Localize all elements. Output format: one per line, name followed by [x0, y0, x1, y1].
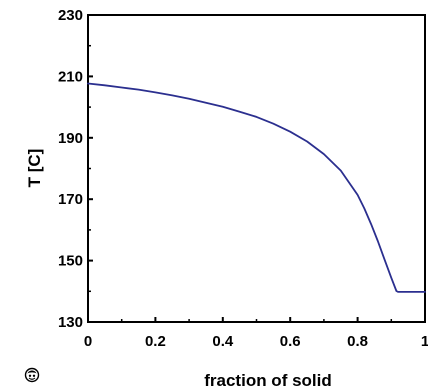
- y-tick-label: 170: [58, 191, 83, 208]
- seal-icon: [24, 367, 40, 383]
- plot-frame: [87, 14, 426, 323]
- x-tick-label: 0.2: [145, 333, 166, 350]
- x-axis: 0 0.2 0.4 0.6 0.8 1: [84, 317, 428, 350]
- x-tick-label: 0.8: [347, 333, 368, 350]
- x-tick-label: 0: [84, 333, 92, 350]
- y-axis-title: T [C]: [25, 149, 44, 188]
- plot-border: [87, 14, 426, 323]
- series-line: [87, 82, 426, 293]
- x-tick-label: 0.4: [212, 333, 234, 350]
- x-tick-label: 0.6: [280, 333, 301, 350]
- y-tick-label: 190: [58, 130, 83, 147]
- x-tick-label: 1: [421, 333, 428, 350]
- y-tick-label: 230: [58, 7, 83, 24]
- y-axis: 130 150 170 190 210 230: [58, 7, 93, 331]
- y-tick-label: 130: [58, 314, 83, 331]
- x-axis-title: fraction of solid: [204, 371, 332, 390]
- y-tick-label: 150: [58, 253, 83, 270]
- series-layer: [87, 82, 426, 293]
- y-tick-label: 210: [58, 68, 83, 85]
